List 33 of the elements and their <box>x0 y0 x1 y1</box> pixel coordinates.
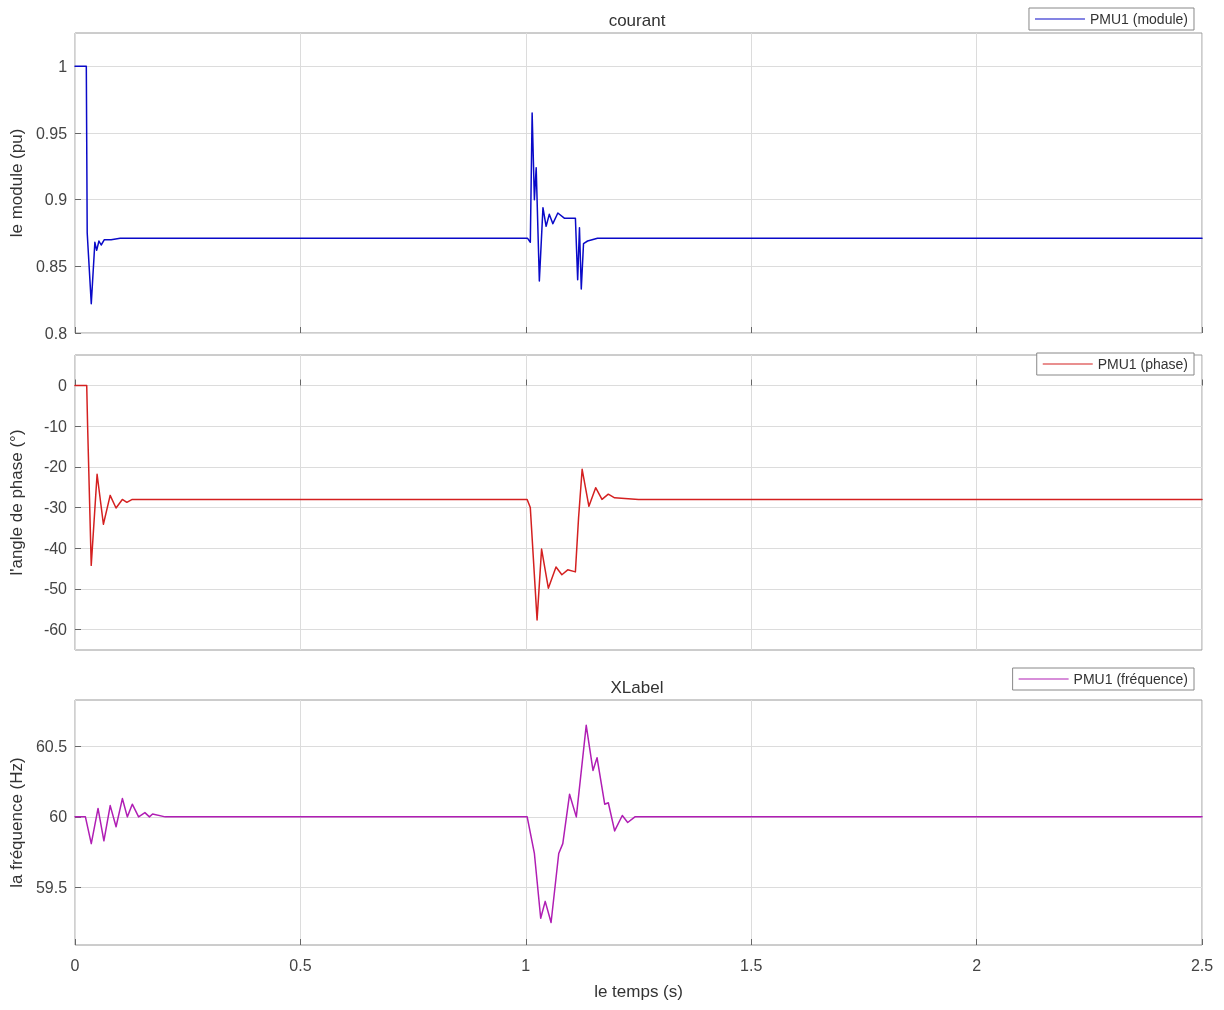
chart-title: XLabel <box>610 678 664 697</box>
y-tick-label: -20 <box>43 458 68 476</box>
y-tick-label: 0.8 <box>44 324 68 342</box>
x-tick-label: 2.5 <box>1190 956 1214 974</box>
y-axis-title: la fréquence (Hz) <box>7 757 26 888</box>
y-tick-label: -10 <box>43 417 68 435</box>
x-tick-label: 1.5 <box>740 956 763 974</box>
x-tick-label: 0 <box>70 956 80 974</box>
chart-title: courant <box>608 11 666 30</box>
y-tick-label: 0.85 <box>35 257 68 275</box>
y-tick-label: 1 <box>58 57 68 75</box>
y-tick-label: -30 <box>43 499 68 517</box>
legend-label: PMU1 (module) <box>1089 11 1188 27</box>
y-tick-label: 0.95 <box>35 124 68 142</box>
line-series <box>74 65 1203 305</box>
x-tick-label: 2 <box>972 956 982 974</box>
y-axis-title: l'angle de phase (°) <box>7 429 26 576</box>
y-tick-label: -60 <box>43 621 68 639</box>
y-axis-title: le module (pu) <box>7 128 26 238</box>
y-tick-label: 0 <box>58 377 68 395</box>
y-tick-label: -50 <box>43 580 68 598</box>
x-tick-label: 0.5 <box>289 956 312 974</box>
y-tick-label: 60.5 <box>35 737 68 755</box>
legend-label: PMU1 (fréquence) <box>1073 671 1189 687</box>
y-tick-label: 59.5 <box>35 878 68 896</box>
y-tick-label: 0.9 <box>44 191 68 209</box>
line-series <box>74 384 1203 621</box>
x-axis-title: le temps (s) <box>594 982 683 1001</box>
legend-label: PMU1 (phase) <box>1097 356 1189 372</box>
y-tick-label: 60 <box>49 808 68 826</box>
y-tick-label: -40 <box>43 539 68 557</box>
line-series <box>74 724 1203 924</box>
x-tick-label: 1 <box>521 956 531 974</box>
